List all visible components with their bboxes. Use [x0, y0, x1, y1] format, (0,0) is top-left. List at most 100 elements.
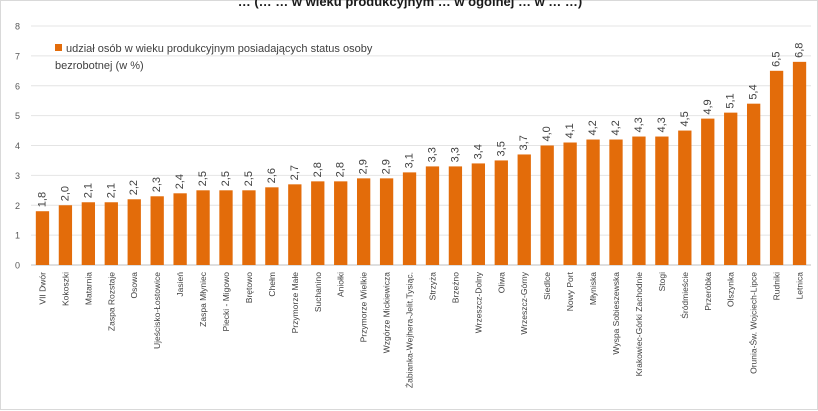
y-tick-label: 3	[15, 171, 20, 181]
bar	[196, 190, 210, 265]
bar	[127, 199, 141, 265]
bar	[35, 211, 50, 265]
data-label: 2,5	[243, 171, 255, 186]
category-label: Młyniska	[588, 272, 598, 305]
category-label: Wyspa Sobieszewska	[611, 272, 621, 355]
y-tick-label: 8	[15, 22, 20, 32]
data-label: 4,3	[633, 117, 645, 132]
data-label: 4,1	[564, 123, 576, 138]
data-label: 2,7	[289, 165, 301, 180]
y-tick-label: 2	[15, 201, 20, 211]
data-label: 2,1	[82, 183, 94, 198]
y-tick-label: 4	[15, 141, 20, 151]
category-label: Chełm	[267, 272, 277, 297]
y-tick-label: 7	[15, 51, 20, 61]
category-label: Letnica	[795, 272, 805, 300]
chart-title: … (… … w wieku produkcyjnym … w ogólnej …	[237, 0, 583, 9]
bar	[219, 190, 233, 265]
bar	[356, 178, 371, 265]
category-label: Matarnia	[83, 272, 93, 305]
category-label: Brętowo	[244, 272, 254, 303]
category-label: Suchanino	[313, 272, 323, 312]
y-tick-label: 5	[15, 111, 20, 121]
category-label: Brzeźno	[450, 272, 460, 303]
bar	[448, 166, 463, 265]
data-label: 2,8	[335, 162, 347, 177]
bar	[311, 181, 325, 265]
data-label: 4,2	[610, 120, 622, 135]
data-label: 4,9	[702, 99, 714, 114]
bar	[265, 187, 279, 265]
bar	[609, 139, 623, 265]
category-label: Zaspa Rozstaje	[106, 272, 116, 331]
bar	[104, 202, 118, 265]
category-label: Zaspa Młyniec	[198, 271, 208, 327]
category-label: Strzyża	[427, 272, 437, 301]
bar	[288, 184, 302, 265]
category-label: Piecki - Migowo	[221, 272, 231, 332]
data-label: 2,2	[128, 180, 140, 195]
category-label: Wrzeszcz-Dolny	[473, 271, 483, 333]
legend-label: udział osób w wieku produkcyjnym posiada…	[55, 43, 373, 72]
data-label: 2,3	[151, 177, 163, 192]
data-label: 2,4	[174, 174, 186, 189]
bar	[540, 145, 554, 265]
category-label: Krakowiec-Górki Zachodnie	[634, 272, 644, 377]
bar	[242, 190, 256, 265]
bar	[334, 181, 348, 265]
data-label: 4,2	[587, 120, 599, 135]
category-label: Orunia-Św. Wojciech-Lipce	[748, 272, 759, 374]
category-label: VII Dwór	[37, 272, 47, 305]
data-label: 2,9	[358, 159, 370, 174]
data-label: 6,8	[794, 43, 806, 58]
y-tick-label: 1	[15, 231, 20, 241]
data-label: 2,9	[381, 159, 393, 174]
data-label: 2,5	[220, 171, 232, 186]
bar	[173, 193, 187, 265]
category-label: Śródmieście	[679, 272, 690, 319]
y-tick-label: 0	[15, 261, 20, 271]
bar	[792, 61, 807, 265]
data-label: 2,8	[312, 162, 324, 177]
bar	[379, 178, 394, 265]
category-label: Oliwa	[496, 272, 506, 294]
bar	[58, 205, 73, 265]
category-label: Przeróbka	[703, 272, 713, 311]
data-label: 3,4	[472, 144, 484, 159]
category-label: Ujeścisko-Łostowice	[152, 272, 162, 349]
legend-swatch	[55, 44, 62, 51]
data-label: 1,8	[36, 192, 48, 207]
category-label: Siedlce	[542, 272, 552, 300]
data-label: 3,3	[426, 147, 438, 162]
data-label: 4,5	[679, 111, 691, 126]
bar	[81, 202, 96, 265]
data-label: 3,1	[404, 153, 416, 168]
category-label: Olszynka	[726, 272, 736, 307]
data-label: 5,4	[748, 84, 760, 99]
category-label: Przymorze Wielkie	[359, 272, 369, 343]
bar	[425, 166, 440, 265]
category-label: Stogi	[657, 272, 667, 291]
data-label: 2,1	[105, 183, 117, 198]
data-label: 6,5	[771, 52, 783, 67]
bar	[655, 136, 669, 265]
bar	[724, 112, 738, 265]
category-label: Rudniki	[772, 272, 782, 300]
bar	[471, 163, 486, 265]
bar	[586, 139, 600, 265]
data-label: 2,6	[266, 168, 278, 183]
bar	[678, 130, 692, 265]
bar	[769, 70, 784, 265]
data-label: 2,5	[197, 171, 209, 186]
bar	[701, 118, 715, 265]
category-label: Aniołki	[336, 272, 346, 297]
y-tick-label: 6	[15, 81, 20, 91]
data-label: 5,1	[725, 93, 737, 108]
category-label: Osowa	[129, 272, 139, 299]
bar	[494, 160, 508, 265]
data-label: 3,3	[449, 147, 461, 162]
bar	[150, 196, 164, 265]
data-label: 3,7	[518, 135, 530, 150]
category-label: Wzgórze Mickiewicza	[382, 272, 392, 354]
